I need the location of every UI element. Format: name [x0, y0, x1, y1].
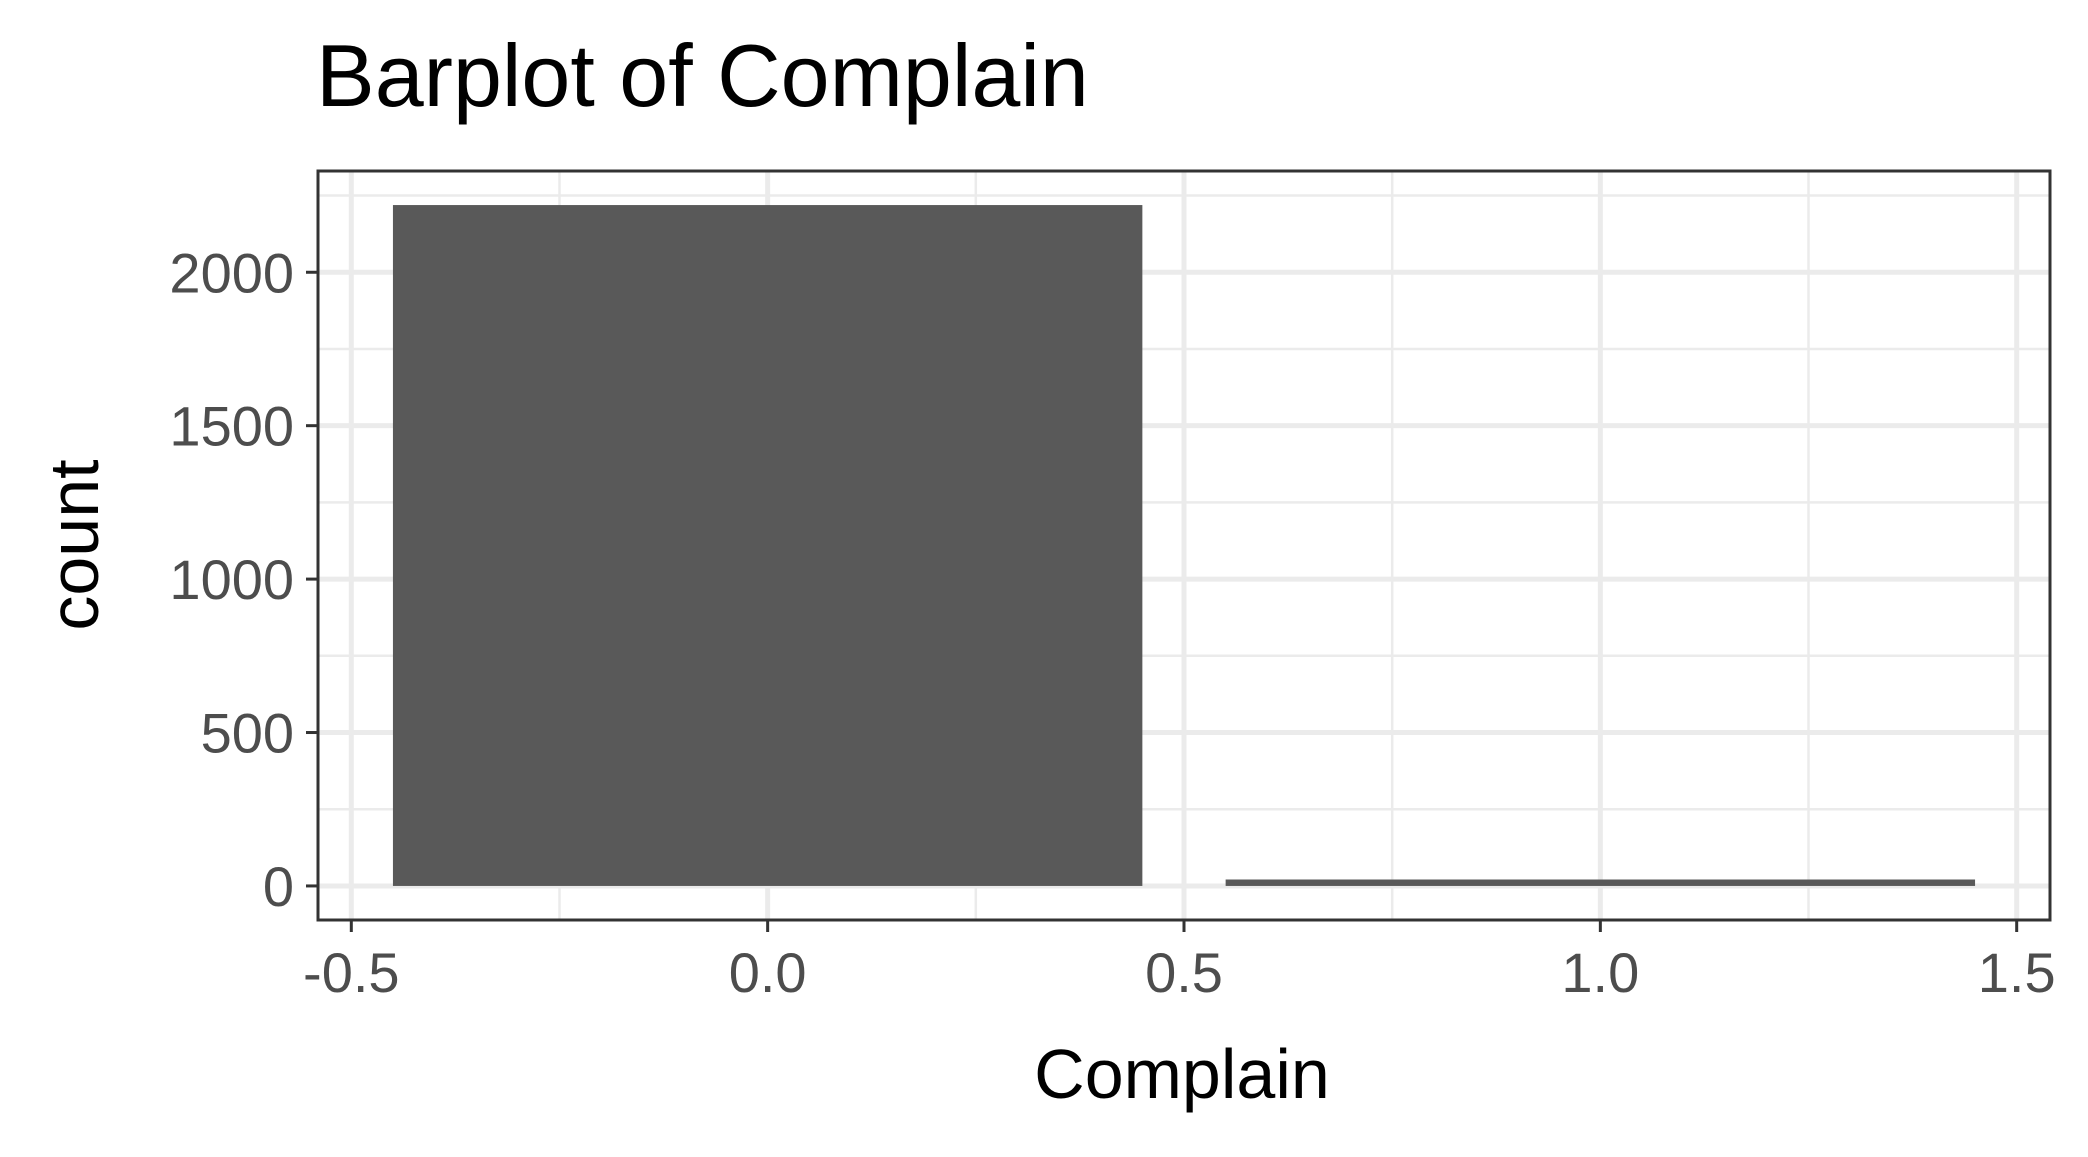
y-axis-title: count [35, 459, 113, 630]
x-tick-label: 1.0 [1561, 941, 1639, 1004]
chart-title: Barplot of Complain [316, 26, 1089, 125]
x-tick-label: 0.5 [1145, 941, 1223, 1004]
x-tick-label: -0.5 [303, 941, 400, 1004]
bar-1 [1225, 879, 1976, 886]
y-axis: 0 500 1000 1500 2000 [169, 241, 318, 918]
x-tick-label: 1.5 [1978, 941, 2056, 1004]
bars [392, 205, 1976, 886]
x-tick-label: 0.0 [729, 941, 807, 1004]
y-tick-label: 1500 [169, 395, 294, 458]
x-axis-title: Complain [1034, 1035, 1330, 1113]
bar-0 [392, 205, 1143, 886]
y-tick-label: 2000 [169, 241, 294, 304]
x-axis: -0.5 0.0 0.5 1.0 1.5 [303, 920, 2056, 1004]
y-tick-label: 0 [263, 855, 294, 918]
y-tick-label: 500 [201, 702, 294, 765]
y-tick-label: 1000 [169, 548, 294, 611]
